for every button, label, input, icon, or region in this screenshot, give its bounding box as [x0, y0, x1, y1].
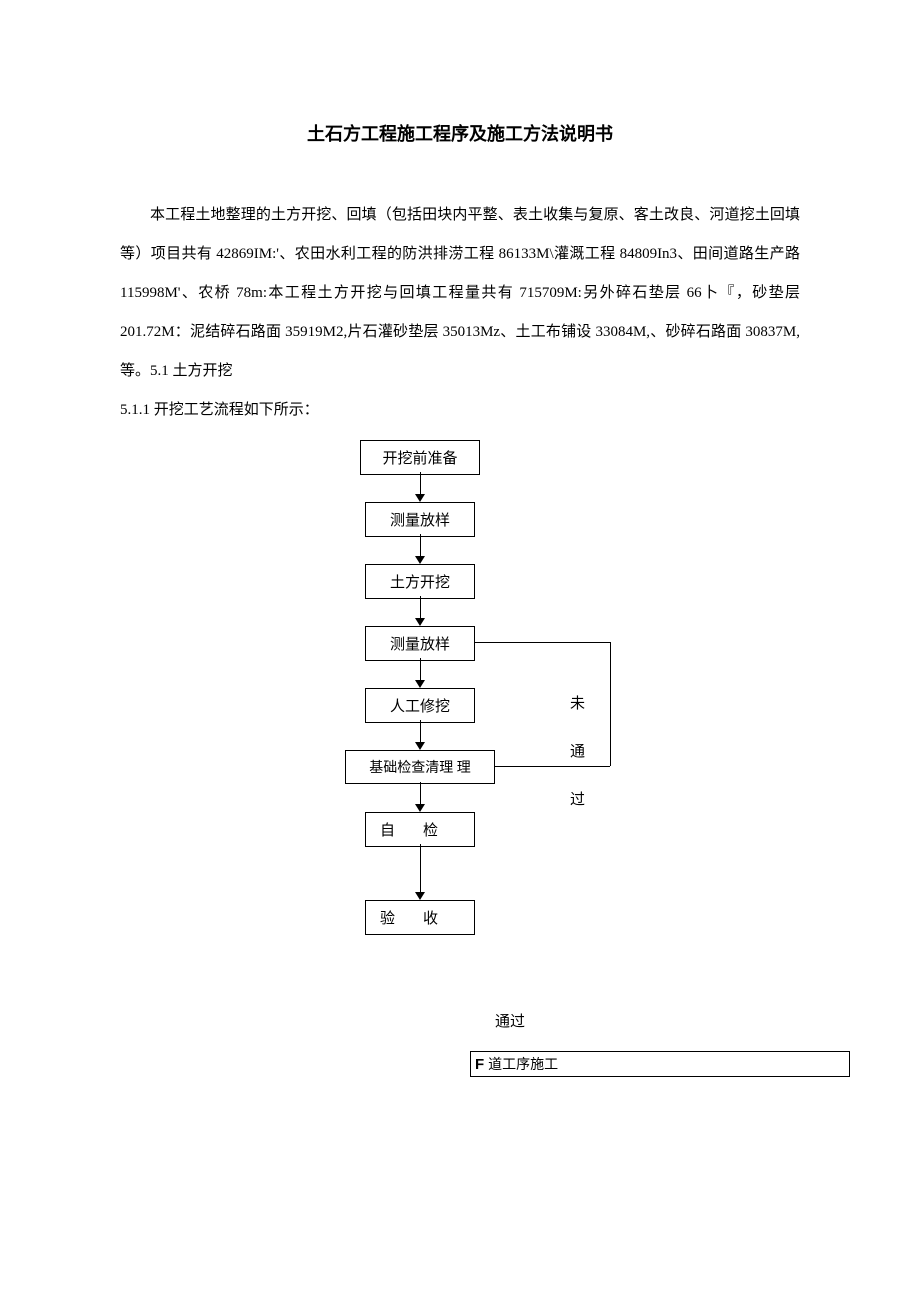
flow-line-v-8	[420, 720, 421, 742]
flow-line-h-14	[495, 766, 610, 767]
f-letter: F	[475, 1056, 484, 1073]
intro-paragraph: 本工程土地整理的土方开挖、回填（包括田块内平整、表土收集与复原、客土改良、河道挖…	[120, 196, 800, 391]
flow-arrow-1	[415, 494, 425, 502]
flow-sidetext-0: 未	[570, 692, 585, 713]
document-title: 土石方工程施工程序及施工方法说明书	[120, 120, 800, 146]
next-step-box: F 道工序施工	[470, 1051, 850, 1077]
flow-arrow-11	[415, 804, 425, 812]
flow-node-n6: 基础检查清理 理	[345, 750, 495, 784]
flowchart: 开挖前准备测量放样土方开挖测量放样人工修挖基础检查清理 理自检验收未通过	[260, 440, 660, 980]
flow-arrow-9	[415, 742, 425, 750]
flow-line-h-16	[475, 642, 610, 643]
flow-node-n8: 验收	[365, 900, 475, 935]
flow-node-n5: 人工修挖	[365, 688, 475, 723]
flow-node-n7: 自检	[365, 812, 475, 847]
flowchart-container: 开挖前准备测量放样土方开挖测量放样人工修挖基础检查清理 理自检验收未通过	[120, 440, 800, 980]
flow-sidetext-2: 过	[570, 788, 585, 809]
flow-line-v-15	[610, 642, 611, 766]
flow-arrow-3	[415, 556, 425, 564]
flow-arrow-13	[415, 892, 425, 900]
flow-node-n3: 土方开挖	[365, 564, 475, 599]
flow-line-v-0	[420, 472, 421, 494]
pass-label: 通过	[220, 1010, 800, 1031]
flow-arrow-7	[415, 680, 425, 688]
flow-arrow-5	[415, 618, 425, 626]
flow-line-v-4	[420, 596, 421, 618]
flow-node-n4: 测量放样	[365, 626, 475, 661]
flow-line-v-10	[420, 782, 421, 804]
flow-line-v-6	[420, 658, 421, 680]
flow-line-v-2	[420, 534, 421, 556]
flow-sidetext-1: 通	[570, 740, 585, 761]
next-step-text: 道工序施工	[488, 1054, 558, 1074]
section-heading: 5.1.1 开挖工艺流程如下所示：	[120, 391, 800, 430]
flow-node-n2: 测量放样	[365, 502, 475, 537]
flow-node-n1: 开挖前准备	[360, 440, 480, 475]
flow-line-v-12	[420, 844, 421, 892]
